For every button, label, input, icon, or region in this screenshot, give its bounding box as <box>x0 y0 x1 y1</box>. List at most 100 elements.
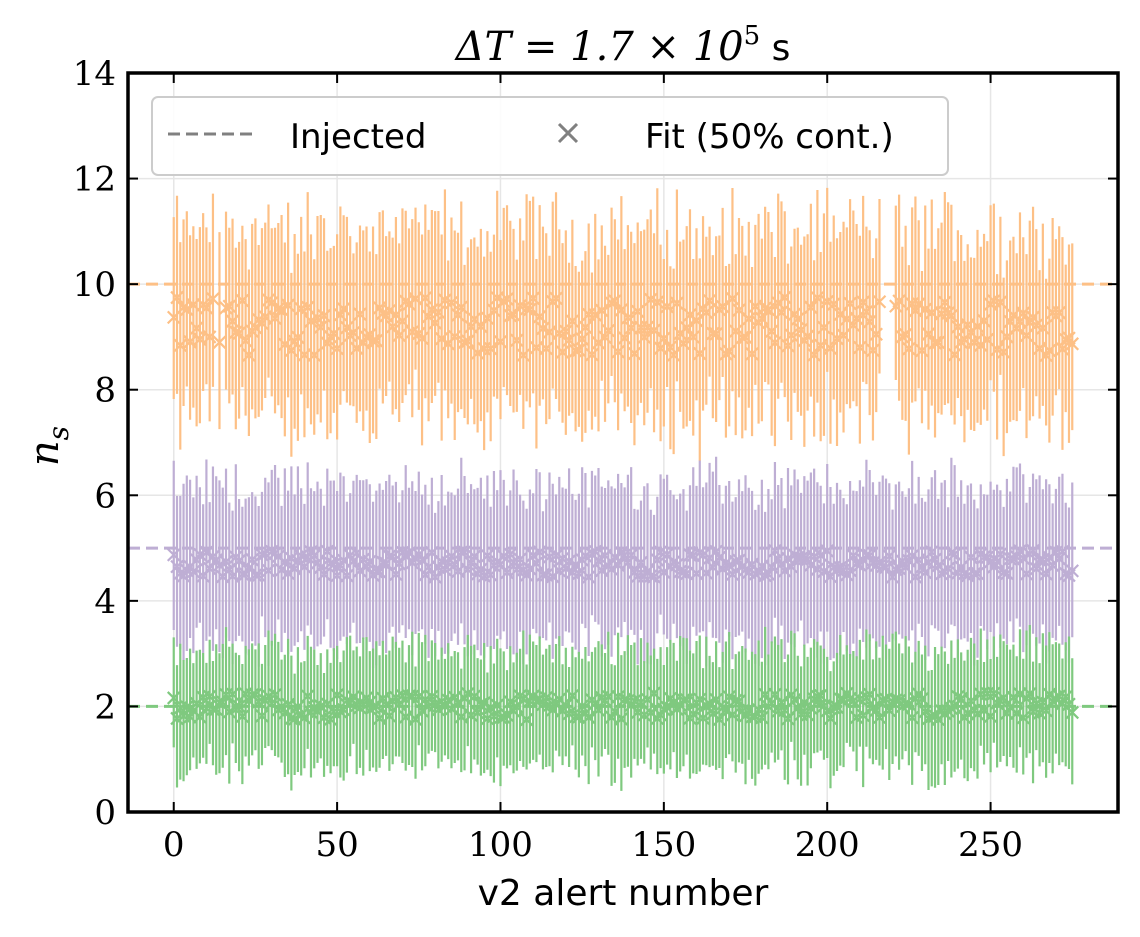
legend-injected-label: Injected <box>290 117 426 157</box>
fit-marker <box>820 703 834 718</box>
fit-marker <box>601 323 616 338</box>
fit-marker <box>297 348 312 362</box>
fit-marker <box>722 690 736 704</box>
fit-marker <box>670 296 684 311</box>
fit-marker <box>853 340 867 355</box>
fit-marker <box>467 689 482 703</box>
fit-marker <box>330 568 344 583</box>
fit-marker <box>725 291 740 306</box>
fit-marker <box>493 335 508 349</box>
fit-marker <box>608 294 622 308</box>
fit-marker <box>715 299 730 314</box>
fit-marker <box>222 299 237 314</box>
fit-marker <box>382 303 397 318</box>
fit-marker <box>281 566 295 581</box>
fit-marker <box>764 560 779 574</box>
fit-marker <box>225 314 240 328</box>
fit-marker <box>804 300 818 315</box>
fit-marker <box>1009 706 1024 721</box>
fit-marker <box>820 544 834 558</box>
fit-marker <box>438 562 452 577</box>
fit-marker <box>908 570 923 584</box>
y-tick-label: 4 <box>94 582 116 622</box>
fit-marker <box>621 555 635 570</box>
fit-marker <box>1065 705 1080 720</box>
fit-marker <box>559 698 573 713</box>
fit-marker <box>755 710 769 725</box>
fit-marker <box>189 321 204 335</box>
fit-marker <box>532 309 547 324</box>
fit-marker <box>869 703 883 717</box>
fit-marker <box>506 307 521 322</box>
fit-marker <box>843 296 857 311</box>
fit-marker <box>500 565 514 580</box>
fit-marker <box>761 567 776 581</box>
fit-marker <box>735 330 750 345</box>
fit-marker <box>323 712 338 726</box>
fit-marker <box>738 330 753 344</box>
fit-marker <box>555 345 570 359</box>
error-bars <box>172 187 1074 791</box>
svg-text:ns: ns <box>22 426 75 466</box>
fit-marker <box>591 703 606 717</box>
fit-marker <box>317 309 331 323</box>
fit-marker <box>242 348 256 362</box>
fit-marker <box>725 708 740 722</box>
fit-marker <box>235 709 250 724</box>
fit-marker <box>637 330 652 344</box>
fit-marker <box>686 330 701 344</box>
fit-marker <box>611 558 625 572</box>
fit-marker <box>297 559 312 574</box>
fit-marker <box>186 564 201 579</box>
fit-marker <box>451 308 465 322</box>
fit-marker <box>291 699 305 714</box>
fit-marker <box>800 707 815 722</box>
fit-marker <box>183 335 197 349</box>
fit-marker <box>768 335 782 350</box>
y-tick-label: 8 <box>94 371 116 411</box>
fit-marker <box>173 338 188 353</box>
fit-marker <box>722 344 736 359</box>
fit-marker <box>382 709 397 723</box>
fit-marker <box>385 319 400 334</box>
y-axis-label: ns <box>22 426 75 466</box>
fit-marker <box>813 688 828 703</box>
fit-marker <box>392 697 406 711</box>
fit-marker <box>898 696 913 711</box>
fit-marker <box>565 689 580 703</box>
fit-marker <box>1036 321 1050 335</box>
fit-marker <box>500 292 514 306</box>
fit-marker <box>229 699 243 714</box>
fit-marker <box>787 692 802 707</box>
fit-marker <box>663 340 678 354</box>
fit-marker <box>781 711 795 726</box>
fit-marker <box>702 697 717 711</box>
fit-marker <box>376 691 390 706</box>
fit-marker <box>967 567 982 581</box>
fit-marker <box>1058 332 1073 347</box>
fit-marker <box>712 712 727 727</box>
fit-marker <box>225 687 240 702</box>
fit-marker <box>366 334 380 348</box>
fit-marker <box>826 700 841 715</box>
fit-marker <box>807 348 821 362</box>
fit-marker <box>392 556 406 571</box>
fit-marker <box>817 320 831 335</box>
fit-marker <box>274 302 289 317</box>
fit-marker <box>777 290 792 305</box>
fit-marker <box>539 341 553 356</box>
fit-marker <box>686 707 701 721</box>
fit-marker <box>823 341 838 356</box>
y-tick-label: 10 <box>73 265 116 305</box>
fit-marker <box>964 550 978 565</box>
fit-marker <box>415 331 429 346</box>
fit-marker <box>758 568 772 583</box>
fit-marker <box>320 544 335 559</box>
fit-marker <box>1013 544 1027 558</box>
fit-marker <box>621 310 635 325</box>
fit-marker <box>251 568 266 582</box>
fit-marker <box>398 710 413 724</box>
fit-marker <box>1000 566 1014 581</box>
fit-marker <box>464 556 478 570</box>
